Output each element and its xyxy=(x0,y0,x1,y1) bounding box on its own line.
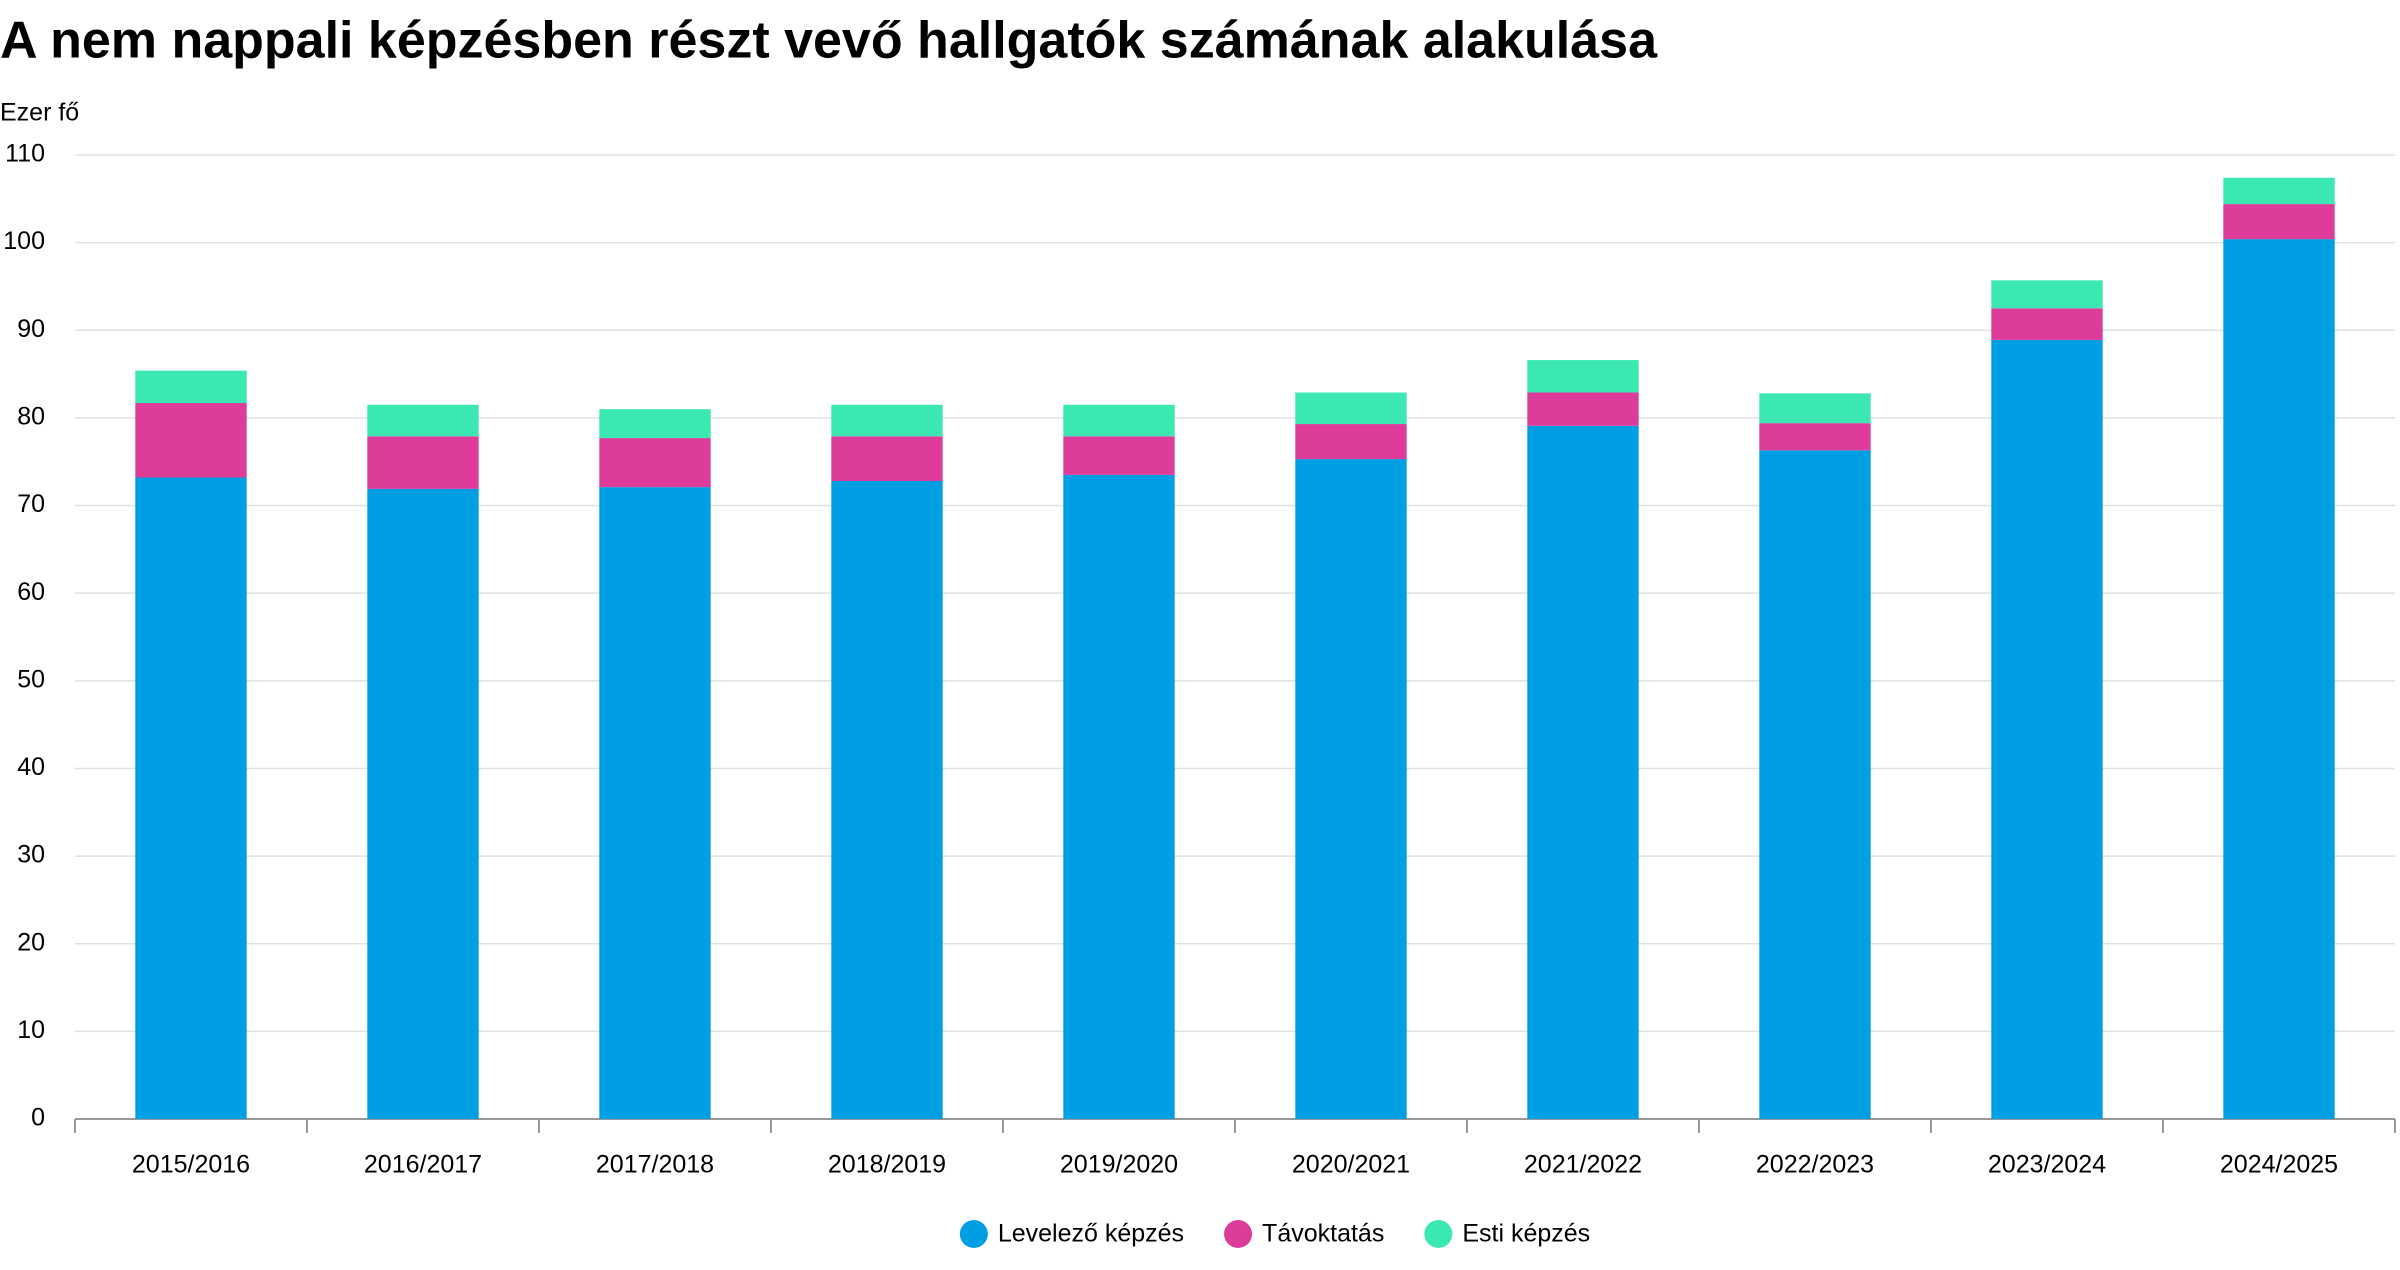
bar-segment xyxy=(1527,392,1639,426)
bar-segment xyxy=(135,370,247,404)
y-tick-label: 70 xyxy=(17,490,45,518)
x-tick-label: 2023/2024 xyxy=(1988,1151,2106,1179)
legend-marker xyxy=(1224,1220,1253,1248)
x-tick-label: 2017/2018 xyxy=(596,1151,714,1179)
y-axis-label: Ezer fő xyxy=(0,99,79,127)
y-tick-label: 90 xyxy=(17,315,45,343)
bar-segment xyxy=(2223,239,2335,1119)
legend-marker xyxy=(1424,1220,1453,1248)
bar-segment xyxy=(135,477,247,1119)
x-tick-label: 2022/2023 xyxy=(1756,1151,1874,1179)
bar-segment xyxy=(1295,392,1407,425)
y-tick-label: 10 xyxy=(17,1016,45,1044)
bar-segment xyxy=(1991,280,2103,309)
y-tick-label: 0 xyxy=(31,1104,45,1132)
bar-segment xyxy=(1991,308,2103,340)
bar-segment xyxy=(1991,339,2103,1119)
y-tick-label: 40 xyxy=(17,753,45,781)
bar-segment xyxy=(367,436,479,489)
bar-segment xyxy=(1759,450,1871,1119)
bar-segment xyxy=(1063,436,1175,475)
bar-segment xyxy=(1527,360,1639,393)
bar-segment xyxy=(599,438,711,488)
bar-segment xyxy=(1759,423,1871,451)
x-tick-label: 2015/2016 xyxy=(132,1151,250,1179)
bar-segment xyxy=(367,488,479,1119)
bar-segment xyxy=(1063,404,1175,437)
chart-title: A nem nappali képzésben részt vevő hallg… xyxy=(0,12,1658,70)
x-tick-label: 2018/2019 xyxy=(828,1151,946,1179)
bar-segment xyxy=(135,403,247,478)
y-tick-label: 100 xyxy=(3,227,45,255)
x-tick-label: 2019/2020 xyxy=(1060,1151,1178,1179)
legend-label: Esti képzés xyxy=(1462,1220,1590,1248)
y-tick-label: 110 xyxy=(5,140,45,168)
bar-segment xyxy=(831,404,943,437)
legend-marker xyxy=(959,1220,988,1248)
bar-segment xyxy=(1295,459,1407,1120)
y-tick-label: 20 xyxy=(17,928,45,956)
y-tick-label: 80 xyxy=(17,403,45,431)
legend-label: Levelező képzés xyxy=(998,1220,1184,1248)
x-tick-label: 2021/2022 xyxy=(1524,1151,1642,1179)
x-tick-label: 2024/2025 xyxy=(2220,1151,2338,1179)
bar-segment xyxy=(1527,425,1639,1119)
y-tick-label: 30 xyxy=(17,841,45,869)
bar-segment xyxy=(831,436,943,482)
bar-segment xyxy=(1759,393,1871,424)
x-tick-label: 2016/2017 xyxy=(364,1151,482,1179)
y-tick-label: 60 xyxy=(17,578,45,606)
bar-segment xyxy=(831,481,943,1119)
bar-segment xyxy=(599,487,711,1119)
bar-segment xyxy=(1295,424,1407,460)
bar-segment xyxy=(1063,474,1175,1119)
legend-label: Távoktatás xyxy=(1262,1220,1384,1248)
bar-segment xyxy=(2223,177,2335,205)
bar-segment xyxy=(599,409,711,439)
x-tick-label: 2020/2021 xyxy=(1292,1151,1410,1179)
y-tick-label: 50 xyxy=(17,665,45,693)
bar-segment xyxy=(367,404,479,437)
bar-segment xyxy=(2223,204,2335,240)
